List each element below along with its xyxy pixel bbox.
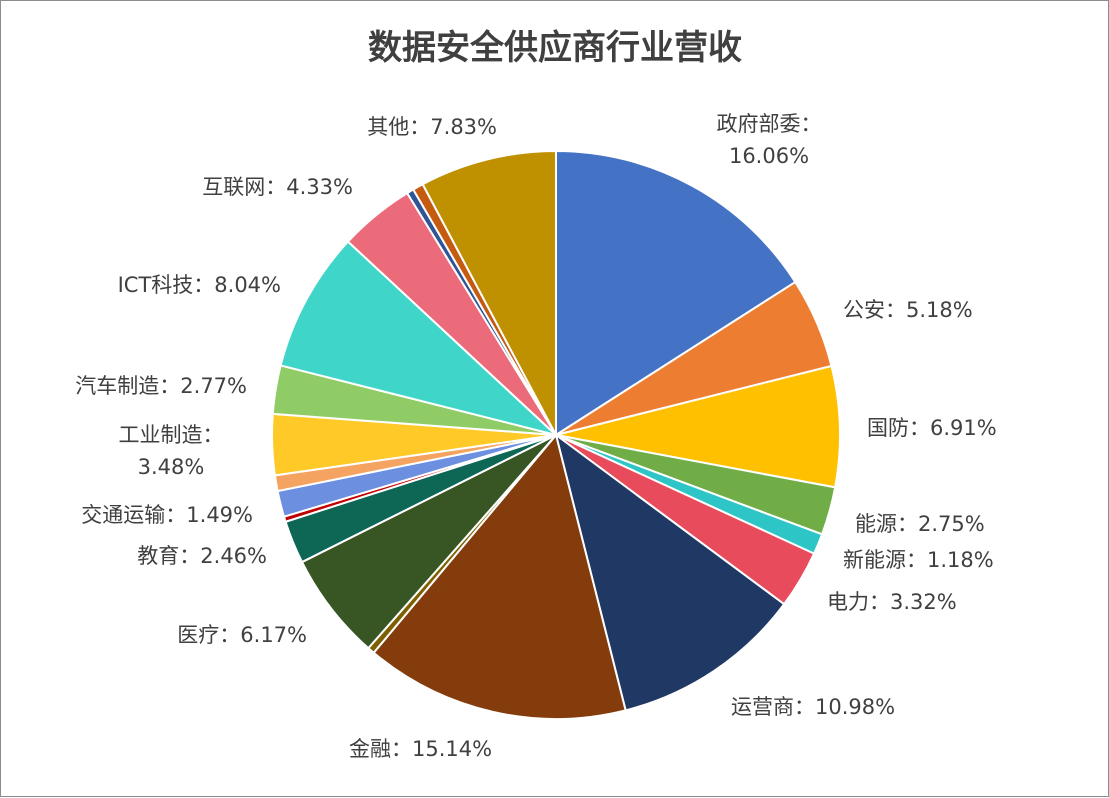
label-jiaotong: 交通运输：1.49% (81, 503, 253, 527)
label-name-xinnengyuan: 新能源： (843, 548, 927, 572)
label-pct-zhengfu: 16.06% (729, 144, 809, 168)
pie-slices (271, 150, 841, 720)
label-pct-jiaotong: 1.49% (186, 503, 253, 527)
label-name-jiaotong: 交通运输： (81, 503, 186, 527)
label-guofang: 国防：6.91% (867, 416, 997, 440)
label-name-yunyingshang: 运营商： (731, 695, 815, 719)
label-nengyuan: 能源：2.75% (855, 512, 985, 536)
label-ict: ICT科技：8.04% (118, 273, 281, 297)
label-hulianwang: 互联网：4.33% (202, 175, 353, 199)
label-pct-gongan: 5.18% (906, 298, 973, 322)
label-pct-qiche: 2.77% (180, 374, 247, 398)
label-name-jinrong: 金融： (349, 737, 412, 761)
label-name-ict: ICT科技： (118, 273, 215, 297)
label-name-yiliao: 医疗： (177, 623, 240, 647)
label-pct-hulianwang: 4.33% (286, 175, 353, 199)
label-gongan: 公安：5.18% (843, 298, 973, 322)
label-name-gongan: 公安： (843, 298, 906, 322)
label-pct-ict: 8.04% (214, 273, 281, 297)
label-qita: 其他：7.83% (367, 115, 497, 139)
label-jinrong: 金融：15.14% (349, 737, 492, 761)
label-xinnengyuan: 新能源：1.18% (843, 548, 994, 572)
label-name-hulianwang: 互联网： (202, 175, 286, 199)
label-pct-dianli: 3.32% (890, 590, 957, 614)
label-jiaoyu: 教育：2.46% (137, 544, 267, 568)
pie-slice-2 (555, 364, 841, 489)
pie-slice-7 (372, 434, 627, 720)
label-pct-yunyingshang: 10.98% (815, 695, 895, 719)
label-pct-xinnengyuan: 1.18% (927, 548, 994, 572)
pie-slice-6 (555, 434, 786, 712)
label-name-guofang: 国防： (867, 416, 930, 440)
label-pct-jiaoyu: 2.46% (200, 544, 267, 568)
label-pct-nengyuan: 2.75% (918, 512, 985, 536)
pie-slice-16 (279, 240, 557, 436)
label-name-dianli: 电力： (827, 590, 890, 614)
label-name-jiaoyu: 教育： (137, 544, 200, 568)
label-pct-qita: 7.83% (430, 115, 497, 139)
pie-slice-20 (421, 150, 557, 436)
label-dianli: 电力：3.32% (827, 590, 957, 614)
label-name-nengyuan: 能源： (855, 512, 918, 536)
pie-slice-0 (555, 150, 797, 436)
label-name-qiche: 汽车制造： (75, 374, 180, 398)
label-pct-jinrong: 15.14% (412, 737, 492, 761)
data-labels: 政府部委： 16.06% 公安：5.18% 国防：6.91% 能源：2.75% … (75, 112, 996, 761)
label-name-gongye: 工业制造： (119, 423, 224, 447)
chart-title: 数据安全供应商行业营收 (368, 28, 742, 68)
label-pct-guofang: 6.91% (930, 416, 997, 440)
label-pct-yiliao: 6.17% (240, 623, 307, 647)
label-yiliao: 医疗：6.17% (177, 623, 307, 647)
label-yunyingshang: 运营商：10.98% (731, 695, 895, 719)
label-name-qita: 其他： (367, 115, 430, 139)
label-pct-gongye: 3.48% (138, 455, 205, 479)
label-qiche: 汽车制造：2.77% (75, 374, 247, 398)
label-name-zhengfu: 政府部委： (717, 112, 822, 136)
